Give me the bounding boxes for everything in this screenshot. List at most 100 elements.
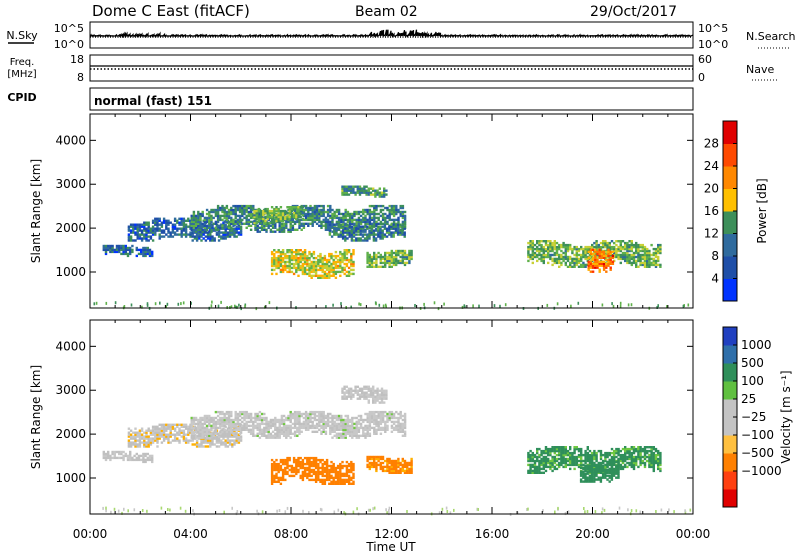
echo-cell <box>332 480 335 483</box>
echo-cell <box>370 204 374 208</box>
echo-cell <box>298 424 301 428</box>
echo-cell <box>392 227 395 230</box>
echo-cell <box>235 439 238 442</box>
echo-cell <box>325 268 329 272</box>
echo-cell <box>286 270 289 274</box>
echo-cell <box>302 224 306 227</box>
echo-cell <box>132 231 135 234</box>
echo-cell <box>197 418 200 422</box>
echo-cell <box>230 418 233 422</box>
echo-cell <box>234 208 237 212</box>
echo-cell <box>206 445 210 448</box>
echo-cell <box>158 427 161 430</box>
echo-cell <box>344 235 347 238</box>
echo-cell <box>256 412 259 416</box>
echo-cell <box>384 218 387 222</box>
echo-cell <box>597 243 600 247</box>
echo-cell <box>392 416 396 420</box>
echo-cell <box>158 429 161 432</box>
echo-cell <box>289 420 292 424</box>
echo-cell <box>309 420 312 424</box>
echo-cell <box>569 265 572 268</box>
echo-cell <box>282 432 286 435</box>
echo-cell <box>379 261 382 265</box>
echo-cell <box>536 467 539 471</box>
echo-cell <box>366 218 369 222</box>
echo-cell <box>361 389 364 392</box>
echo-cell <box>309 426 312 430</box>
echo-cell <box>210 424 213 428</box>
echo-cell <box>203 418 207 422</box>
echo-cell <box>230 424 233 428</box>
echo-cell <box>334 254 338 258</box>
echo-cell <box>224 237 227 240</box>
echo-cell <box>313 416 317 420</box>
echo-cell <box>635 243 638 247</box>
echo-cell <box>134 445 137 448</box>
echo-cell <box>314 466 318 470</box>
echo-cell <box>320 414 323 418</box>
echo-cell <box>336 466 340 470</box>
echo-cell <box>270 478 274 482</box>
echo-cell <box>310 470 313 474</box>
echo-cell <box>210 428 213 431</box>
echo-cell <box>239 435 243 438</box>
echo-cell <box>210 210 213 214</box>
echo-cell <box>236 426 240 430</box>
echo-cell <box>309 424 312 428</box>
echo-cell <box>273 462 276 466</box>
echo-cell <box>339 231 343 234</box>
echo-cell <box>309 206 312 210</box>
echo-cell <box>635 245 638 249</box>
echo-cell <box>560 257 563 261</box>
echo-cell <box>243 412 246 416</box>
echo-cell <box>291 416 295 420</box>
echo-cell <box>347 187 351 190</box>
echo-cell <box>162 229 166 232</box>
echo-cell <box>325 276 329 279</box>
echo-cell <box>375 263 378 267</box>
echo-cell <box>540 253 543 257</box>
echo-cell <box>314 262 318 266</box>
echo-cell <box>390 227 393 230</box>
echo-cell <box>348 428 352 431</box>
echo-cell <box>383 397 386 400</box>
echo-cell <box>386 222 389 225</box>
echo-cell <box>299 466 302 470</box>
echo-cell <box>357 220 361 224</box>
echo-cell <box>279 252 283 256</box>
echo-cell <box>129 456 132 460</box>
echo-cell <box>134 441 137 444</box>
echo-cell <box>343 393 346 396</box>
echo-cell <box>279 258 283 262</box>
echo-cell <box>388 218 391 222</box>
echo-cell <box>129 239 133 242</box>
echo-cell <box>236 220 240 224</box>
echo-cell <box>290 215 294 219</box>
echo-cell <box>347 258 351 262</box>
echo-cell <box>301 250 305 254</box>
echo-cell <box>307 216 310 220</box>
echo-cell <box>575 253 578 257</box>
echo-cell <box>628 261 631 265</box>
echo-cell <box>265 428 268 431</box>
echo-cell <box>142 460 145 464</box>
echo-cell <box>372 233 376 236</box>
echo-cell <box>602 256 606 259</box>
echo-cell <box>386 459 389 463</box>
echo-cell <box>619 255 622 259</box>
echo-cell <box>643 257 647 261</box>
echo-cell <box>540 461 543 465</box>
echo-cell <box>109 244 112 248</box>
echo-cell <box>611 260 615 263</box>
echo-cell <box>199 228 202 231</box>
echo-cell <box>308 464 311 468</box>
echo-cell <box>643 261 647 265</box>
echo-cell <box>366 251 369 255</box>
echo-cell <box>340 434 343 437</box>
echo-cell <box>569 247 572 251</box>
echo-cell <box>355 224 358 227</box>
echo-cell <box>277 470 280 474</box>
echo-cell <box>352 252 355 256</box>
echo-cell <box>381 461 385 465</box>
